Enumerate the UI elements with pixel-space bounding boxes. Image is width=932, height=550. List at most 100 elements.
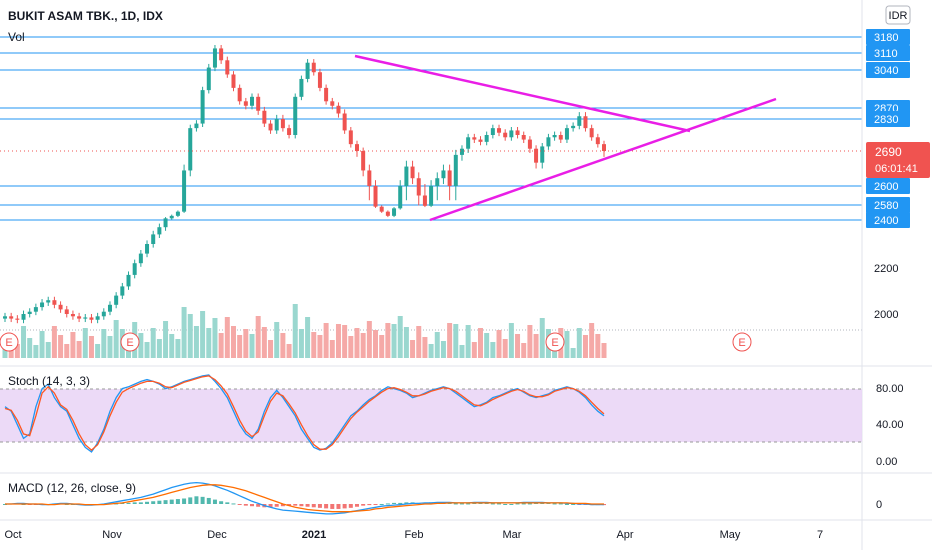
volume-bar	[237, 335, 243, 358]
stoch-line-d	[4, 375, 605, 451]
earnings-markers[interactable]: E E E E	[0, 332, 752, 352]
macd-histogram-bar	[379, 504, 384, 505]
volume-bar	[82, 328, 88, 358]
volume-bar	[58, 335, 64, 358]
candle-body	[490, 128, 495, 135]
volume-bar	[212, 318, 218, 358]
volume-bar	[329, 340, 335, 358]
volume-bar	[601, 343, 607, 358]
macd-histogram-bar	[521, 503, 526, 505]
price-level-badge	[866, 29, 910, 45]
candle-body	[330, 101, 335, 106]
stoch-axis-label: 0.00	[876, 456, 897, 468]
candles	[3, 45, 606, 324]
volume-bar	[403, 327, 409, 358]
macd-histogram-bar	[527, 503, 532, 505]
macd-histogram-bar	[299, 504, 304, 507]
candle-body	[484, 135, 489, 142]
volume-bar	[422, 337, 428, 358]
candle-body	[478, 139, 483, 142]
candle-body	[552, 135, 557, 138]
candle-body	[194, 123, 199, 129]
candle-body	[379, 206, 384, 212]
volume-bar	[434, 332, 440, 358]
volume-bar	[496, 330, 502, 358]
candle-body	[175, 211, 180, 216]
candle-body	[398, 186, 403, 209]
x-tick-label: Oct	[4, 529, 21, 541]
candle-body	[157, 227, 162, 235]
candle-body	[268, 123, 273, 131]
volume-bar	[342, 325, 348, 358]
x-tick-label: Dec	[207, 529, 227, 541]
volume-bar	[305, 317, 311, 358]
volume-bar	[428, 344, 434, 358]
price-axis-label: 2830	[874, 114, 898, 126]
volume-bar	[181, 307, 187, 358]
candle-body	[151, 234, 156, 244]
volume-bar	[261, 327, 267, 358]
macd-histogram-bar	[293, 504, 298, 506]
candle-body	[212, 48, 217, 68]
volume-bar	[453, 324, 459, 358]
volume-bar	[156, 339, 162, 358]
candle-body	[77, 316, 82, 319]
x-tick-label: Mar	[503, 529, 522, 541]
candle-body	[33, 307, 38, 312]
candle-body	[503, 132, 508, 138]
macd-histogram-bar	[169, 499, 174, 504]
volume-bar	[2, 348, 8, 358]
candle-body	[540, 146, 545, 163]
price-level-badge	[866, 45, 910, 61]
currency-badge[interactable]: IDR	[885, 5, 911, 25]
candle-body	[392, 208, 397, 216]
volume-bar	[570, 348, 576, 358]
price-axis-label: 2580	[874, 200, 898, 212]
candle-body	[145, 244, 150, 254]
candle-body	[126, 274, 131, 287]
volume-bar	[255, 316, 261, 358]
stoch-lines	[4, 374, 605, 453]
triangle-upper-line[interactable]	[354, 54, 691, 133]
volume-bar	[335, 324, 341, 358]
candle-body	[453, 154, 458, 186]
candle-body	[299, 78, 304, 97]
candle-body	[95, 316, 100, 320]
volume-bar	[323, 323, 329, 358]
volume-bar	[39, 331, 45, 358]
candle-body	[527, 139, 532, 149]
candle-body	[200, 90, 205, 124]
macd-histogram-bar	[466, 503, 471, 505]
volume-bar	[502, 339, 508, 358]
volume-bar	[70, 332, 76, 358]
candle-body	[15, 318, 20, 320]
chart-title: BUKIT ASAM TBK., 1D, IDX	[8, 9, 163, 23]
volume-bar	[243, 329, 249, 358]
macd-histogram-bar	[342, 504, 347, 509]
earnings-marker-label: E	[5, 337, 12, 349]
volume-bar	[490, 342, 496, 358]
candle-body	[367, 170, 372, 186]
candle-body	[441, 170, 446, 179]
volume-bar	[366, 321, 372, 358]
volume-bar	[163, 321, 169, 358]
candle-body	[509, 130, 514, 138]
volume-bar	[391, 324, 397, 358]
macd-histogram-bar	[132, 502, 137, 504]
macd-histogram-bar	[336, 504, 341, 509]
candle-body	[114, 295, 119, 305]
volume-bar	[298, 329, 304, 358]
volume-bar	[21, 326, 27, 358]
macd-histogram-bar	[206, 497, 211, 504]
triangle-lower-line[interactable]	[429, 97, 777, 222]
candle-body	[9, 316, 14, 319]
time-axis[interactable]: Oct Nov Dec 2021 Feb Mar Apr May 7	[4, 529, 823, 541]
candle-body	[361, 151, 366, 171]
volume-bar	[564, 331, 570, 358]
volume-bar	[286, 344, 292, 358]
volume-bar	[206, 328, 212, 358]
volume-bar	[317, 335, 323, 358]
